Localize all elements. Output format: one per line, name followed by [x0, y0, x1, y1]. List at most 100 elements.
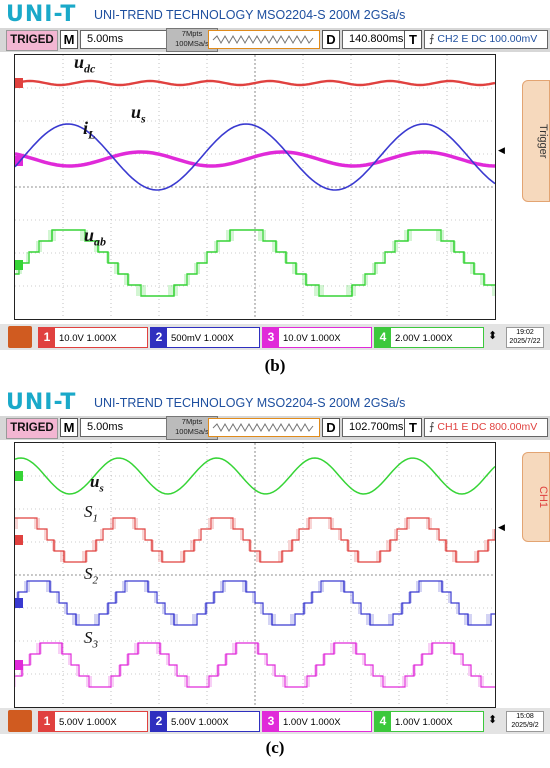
- brand-title: UNI-TREND TECHNOLOGY MSO2204-S 200M 2GSa…: [94, 8, 406, 22]
- uni-t-logo: UNI-T: [6, 390, 77, 415]
- trigger-setting-text: CH2 E DC 100.00mV: [437, 33, 538, 45]
- ch3-setting-text: 1.00V 1.000X: [283, 717, 341, 728]
- ch4-num: 4: [375, 328, 391, 347]
- timebase-value[interactable]: 5.00ms: [80, 30, 170, 49]
- ch2-setting-text: 500mV 1.000X: [171, 333, 234, 344]
- m-key[interactable]: M: [60, 30, 78, 49]
- waveform-display-c[interactable]: [14, 442, 496, 708]
- uni-t-logo: UNI-T: [6, 2, 77, 27]
- clock-date: 2025/9/2: [511, 722, 539, 729]
- ch1-switching-noise: [14, 518, 496, 562]
- ch1-setting-button[interactable]: 1 5.00V 1.000X: [38, 711, 148, 732]
- ch2-trace-us: [14, 123, 496, 191]
- ch2-switching-noise: [16, 581, 492, 625]
- waveform-canvas-b: [14, 55, 496, 319]
- overview-wave-icon: [212, 422, 314, 433]
- menu-grid-icon[interactable]: [8, 710, 32, 732]
- trigger-level-arrow: ◀: [498, 522, 505, 532]
- edge-icon: ⨍: [429, 421, 435, 433]
- waveform-display-b[interactable]: [14, 54, 496, 320]
- label-s2: S2: [84, 564, 98, 587]
- side-tab-trigger[interactable]: Trigger: [522, 80, 550, 202]
- ch3-trace-s3: [15, 642, 495, 688]
- label-s1: S1: [84, 502, 98, 525]
- ch4-trace-us: [14, 457, 496, 495]
- mem-points: 7Mpts: [181, 417, 203, 426]
- overview-wave-icon: [212, 34, 314, 45]
- ch3-switching-noise: [14, 643, 484, 687]
- clock-time: 15:08: [516, 713, 534, 720]
- ch1-trace-udc: [14, 79, 496, 87]
- label-udc: udc: [74, 52, 96, 76]
- d-key[interactable]: D: [322, 418, 340, 437]
- ch2-setting-button[interactable]: 2 5.00V 1.000X: [150, 711, 260, 732]
- ch4-num: 4: [375, 712, 391, 731]
- clock-date: 2025/7/22: [509, 338, 541, 345]
- label-il: iL: [83, 118, 96, 142]
- ch3-num: 3: [263, 328, 279, 347]
- delay-value[interactable]: 140.800ms: [342, 30, 408, 49]
- trigger-setting[interactable]: ⨍ CH1 E DC 800.00mV: [424, 418, 548, 437]
- waveform-overview[interactable]: [208, 30, 320, 49]
- title-bar: UNI-T UNI-TREND TECHNOLOGY MSO2204-S 200…: [0, 0, 550, 28]
- clock: 19:02 2025/7/22: [506, 327, 544, 348]
- sample-rate: 100MSa/s: [175, 39, 209, 48]
- label-uab: uab: [84, 225, 107, 249]
- channel-bar-b: 1 10.0V 1.000X 2 500mV 1.000X 3 10.0V 1.000…: [0, 324, 550, 350]
- ch3-setting-text: 10.0V 1.000X: [283, 333, 341, 344]
- menu-grid-icon[interactable]: [8, 326, 32, 348]
- ch4-setting-text: 1.00V 1.000X: [395, 717, 453, 728]
- ch1-num: 1: [39, 328, 55, 347]
- trigger-setting[interactable]: ⨍ CH2 E DC 100.00mV: [424, 30, 548, 49]
- ch4-switching-noise: [16, 230, 496, 296]
- trig-status-badge: TRIGED: [6, 418, 58, 439]
- side-tab-ch1[interactable]: CH1: [522, 452, 550, 542]
- trigger-level-arrow: ◀: [498, 145, 505, 155]
- sample-rate: 100MSa/s: [175, 427, 209, 436]
- label-us: us: [131, 102, 146, 126]
- ch4-setting-button[interactable]: 4 2.00V 1.000X: [374, 327, 484, 348]
- ch4-marker: [15, 471, 23, 481]
- label-s3: S3: [84, 628, 98, 651]
- d-key[interactable]: D: [322, 30, 340, 49]
- t-key[interactable]: T: [404, 30, 422, 49]
- trig-status-badge: TRIGED: [6, 30, 58, 51]
- ch2-num: 2: [151, 328, 167, 347]
- label-us: us: [90, 472, 104, 495]
- timebase-value[interactable]: 5.00ms: [80, 418, 170, 437]
- ch2-setting-text: 5.00V 1.000X: [171, 717, 229, 728]
- m-key[interactable]: M: [60, 418, 78, 437]
- ch1-marker: [15, 535, 23, 545]
- brand-title: UNI-TREND TECHNOLOGY MSO2204-S 200M 2GSa…: [94, 396, 406, 410]
- usb-icon: ⬍: [488, 714, 498, 726]
- caption-b: (b): [264, 356, 286, 375]
- delay-value[interactable]: 102.700ms: [342, 418, 408, 437]
- ch3-setting-button[interactable]: 3 10.0V 1.000X: [262, 327, 372, 348]
- ch3-marker: [15, 156, 23, 166]
- clock-time: 19:02: [516, 329, 534, 336]
- ch1-num: 1: [39, 712, 55, 731]
- usb-icon: ⬍: [488, 330, 498, 342]
- ch3-marker: [15, 660, 23, 670]
- ch1-setting-button[interactable]: 1 10.0V 1.000X: [38, 327, 148, 348]
- ch3-setting-button[interactable]: 3 1.00V 1.000X: [262, 711, 372, 732]
- ch4-setting-button[interactable]: 4 1.00V 1.000X: [374, 711, 484, 732]
- ch1-setting-text: 10.0V 1.000X: [59, 333, 117, 344]
- ch4-setting-text: 2.00V 1.000X: [395, 333, 453, 344]
- waveform-canvas-c: [14, 443, 496, 707]
- caption-c: (c): [265, 738, 285, 757]
- side-tab-label: CH1: [537, 485, 549, 508]
- status-bar: TRIGED M 5.00ms 7Mpts 100MSa/s D 102.700…: [0, 416, 550, 440]
- mem-points: 7Mpts: [181, 29, 203, 38]
- waveform-overview[interactable]: [208, 418, 320, 437]
- ch1-setting-text: 5.00V 1.000X: [59, 717, 117, 728]
- scope-panel-b: UNI-T UNI-TREND TECHNOLOGY MSO2204-S 200…: [0, 0, 550, 380]
- ch3-trace-il: [14, 150, 496, 168]
- ch2-setting-button[interactable]: 2 500mV 1.000X: [150, 327, 260, 348]
- ch2-num: 2: [151, 712, 167, 731]
- scope-panel-c: UNI-T UNI-TREND TECHNOLOGY MSO2204-S 200…: [0, 388, 550, 768]
- trigger-setting-text: CH1 E DC 800.00mV: [437, 421, 538, 433]
- ch1-trace-s1: [15, 517, 496, 563]
- t-key[interactable]: T: [404, 418, 422, 437]
- title-bar: UNI-T UNI-TREND TECHNOLOGY MSO2204-S 200…: [0, 388, 550, 416]
